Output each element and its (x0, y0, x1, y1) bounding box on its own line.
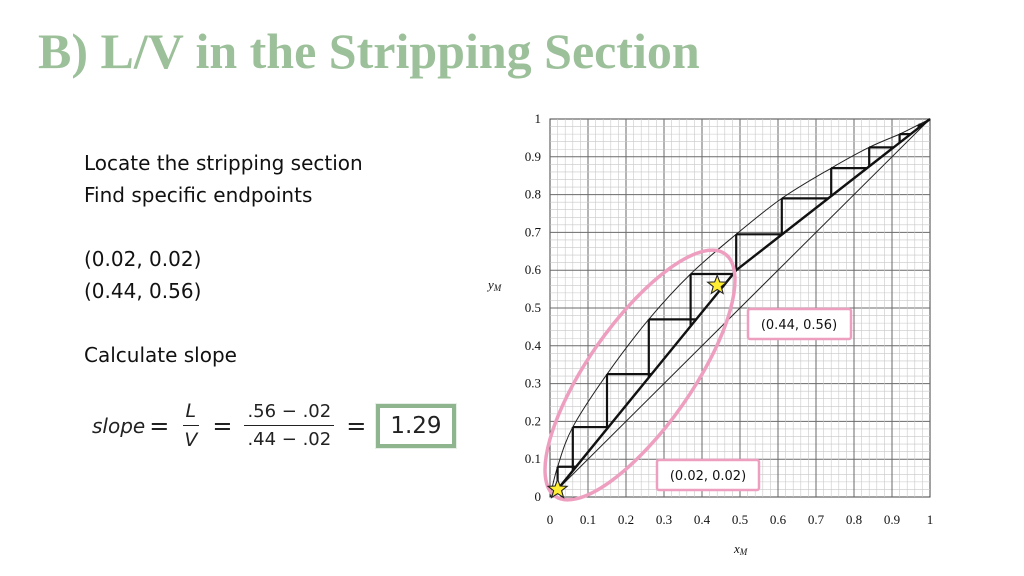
curves (549, 118, 931, 498)
x-tick-label: 0 (547, 512, 554, 527)
y-tick-label: 1 (535, 111, 542, 126)
fraction-numerator: .56 − .02 (244, 401, 335, 426)
y-tick-label: 0.5 (525, 300, 541, 315)
diagonal-line (549, 118, 931, 498)
y-tick-label: 0.8 (525, 187, 541, 202)
x-tick-label: 0.7 (808, 512, 825, 527)
slope-equation: slope = L V = .56 − .02 .44 − .02 = 1.29 (92, 400, 456, 451)
y-tick-label: 0.7 (525, 224, 542, 239)
x-tick-label: 0.1 (580, 512, 596, 527)
x-tick-label: 0.3 (656, 512, 672, 527)
x-tick-label: 0.6 (770, 512, 787, 527)
callout-box-upper (746, 307, 853, 341)
y-axis-symbol: y (486, 277, 494, 292)
note-line: (0.02, 0.02) (84, 247, 202, 271)
x-tick-label: 0.4 (694, 512, 711, 527)
y-tick-label: 0.1 (525, 451, 541, 466)
equals-sign: = (346, 411, 367, 440)
x-axis-subscript: M (739, 547, 748, 557)
note-line: Find specific endpoints (84, 183, 313, 207)
star-marker (706, 273, 729, 295)
slide-title: B) L/V in the Stripping Section (38, 23, 700, 79)
x-tick-label: 0.5 (732, 512, 748, 527)
y-axis-subscript: M (493, 283, 502, 293)
y-tick-label: 0.2 (525, 413, 541, 428)
callout-lower-text: (0.02, 0.02) (670, 469, 746, 484)
y-tick-label: 0.6 (525, 262, 542, 277)
stripping-section-ellipse (543, 248, 737, 502)
y-tick-label: 0.9 (525, 149, 541, 164)
fraction-denominator: V (184, 429, 198, 451)
x-axis-label: xM (733, 541, 748, 557)
slide-notes: Locate the stripping section Find specif… (84, 147, 363, 371)
x-tick-label: 1 (927, 512, 934, 527)
note-line: Locate the stripping section (84, 151, 363, 175)
y-tick-label: 0.3 (525, 376, 541, 391)
endpoint-markers (546, 273, 729, 499)
slope-result-box: 1.29 (376, 403, 456, 448)
fraction-denominator: .44 − .02 (247, 429, 332, 450)
tick-labels: 00 0.1 0.1 0.2 0.2 0.3 0.3 0.4 0.4 0.5 0.5 0.6 0.6 0.… (525, 111, 934, 527)
callout-box-lower (655, 458, 761, 492)
callout-upper-text: (0.44, 0.56) (761, 318, 837, 333)
star-marker (546, 477, 569, 499)
y-tick-label: 0 (535, 489, 542, 504)
x-axis-symbol: x (733, 541, 740, 556)
x-tick-label: 0.9 (884, 512, 900, 527)
equals-sign: = (149, 411, 170, 440)
x-tick-label: 0.2 (618, 512, 634, 527)
fraction-values: .56 − .02 .44 − .02 (244, 401, 335, 450)
equals-sign: = (212, 411, 233, 440)
x-tick-label: 0.8 (846, 512, 862, 527)
fraction-lv: L V (181, 400, 200, 451)
fraction-numerator: L (182, 400, 200, 426)
note-line: Calculate slope (84, 343, 237, 367)
y-tick-label: 0.4 (525, 338, 542, 353)
y-axis-label: yM (486, 277, 502, 293)
equation-lhs: slope (92, 413, 146, 438)
note-line: (0.44, 0.56) (84, 279, 202, 303)
